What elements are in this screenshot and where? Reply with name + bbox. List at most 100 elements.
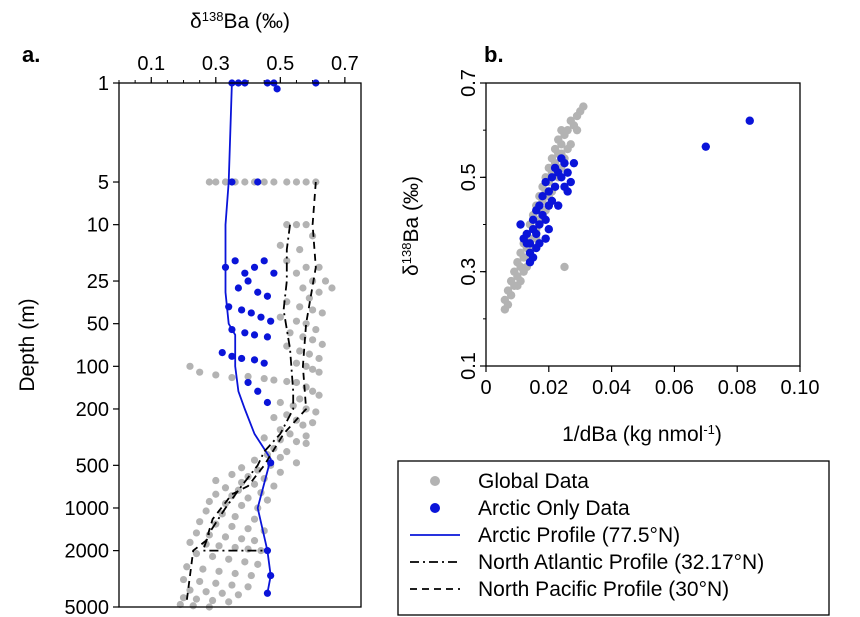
global-data-point (292, 438, 301, 446)
arctic-data-point (254, 288, 262, 296)
arctic-data-point (516, 220, 525, 229)
arctic-data-point (263, 333, 272, 341)
global-data-point (250, 515, 259, 523)
arctic-data-point (231, 257, 239, 265)
global-data-point (283, 257, 291, 265)
global-data-point (196, 518, 204, 526)
y-tick-label: 0.7 (458, 69, 480, 97)
global-data-point (221, 484, 230, 492)
arctic-data-point (234, 284, 242, 292)
global-data-point (292, 178, 301, 186)
global-data-point (506, 291, 516, 300)
x-tick-label: 0 (480, 377, 491, 399)
global-data-point (244, 525, 252, 533)
panel-a-x-ticks: 0.1 0.3 0.5 0.7 (118, 53, 359, 83)
arctic-data-point (547, 196, 557, 206)
global-data-point (192, 595, 201, 603)
global-data-point (315, 368, 323, 376)
global-data-point (238, 478, 246, 487)
global-data-point (244, 583, 252, 591)
global-data-point (292, 317, 301, 325)
global-data-point (186, 538, 194, 547)
y-tick-label: 200 (76, 399, 109, 421)
x-tick-label: 0.06 (655, 377, 694, 399)
global-data-point (292, 378, 301, 387)
global-data-point (302, 320, 310, 328)
arctic-data-point (250, 356, 259, 364)
global-data-point (231, 569, 239, 578)
arctic-data-point (535, 201, 544, 210)
panel-a-x-axis-title: δ138Ba (‰) (190, 9, 290, 33)
global-data-point (283, 221, 291, 229)
global-data-point (312, 408, 320, 416)
global-data-point (189, 602, 197, 610)
global-data-point (238, 501, 246, 510)
global-data-point (179, 594, 188, 602)
panel-b-frame (485, 82, 801, 367)
global-data-point (199, 565, 207, 573)
global-data-point (321, 277, 330, 285)
arctic-data-point (228, 352, 236, 360)
arctic-data-point (547, 173, 557, 182)
global-data-point (318, 309, 326, 317)
arctic-data-point (566, 177, 575, 187)
global-data-point (302, 178, 310, 186)
legend-label: North Atlantic Profile (32.17°N) (478, 551, 764, 574)
legend-box (397, 460, 830, 616)
arctic-data-point (238, 306, 246, 314)
global-data-point (238, 464, 246, 472)
panel-b-marks (500, 102, 754, 314)
arctic-data-point (522, 229, 532, 239)
global-data-point (221, 533, 230, 541)
global-data-point (302, 221, 310, 229)
global-data-point (260, 374, 268, 383)
global-data-point (302, 263, 310, 271)
global-data-point (215, 542, 223, 550)
panel-a-y-ticks: 1 5 10 25 50 100 200 500 1000 2000 5000 (65, 73, 119, 617)
global-data-point (276, 241, 284, 249)
global-data-point (315, 354, 323, 363)
global-data-point (276, 313, 284, 321)
y-tick-label: 5000 (65, 597, 110, 617)
global-data-point (302, 439, 310, 447)
global-data-point (292, 359, 301, 367)
global-data-point (519, 253, 528, 262)
panel-b-label: b. (484, 42, 504, 67)
arctic-data-point (528, 215, 538, 224)
arctic-data-point (263, 292, 272, 300)
global-data-point (228, 470, 236, 479)
global-data-point (519, 267, 528, 276)
y-tick-label: 0.3 (458, 258, 480, 286)
global-data-point (205, 178, 213, 186)
legend-global-marker (430, 476, 440, 486)
arctic-data-point (532, 229, 541, 239)
global-data-point (225, 598, 233, 606)
global-data-point (231, 512, 239, 521)
y-tick-label: 10 (87, 215, 109, 237)
global-data-point (212, 178, 220, 186)
global-data-point (292, 221, 301, 229)
panel-b: b. 1/dBa (kg nmol-1) δ138Ba (‰) 0.10.30.… (399, 42, 819, 446)
y-tick-label: 5 (98, 172, 109, 194)
global-data-point (212, 490, 220, 498)
arctic-data-point (263, 398, 272, 407)
global-data-point (283, 377, 291, 386)
global-data-point (292, 269, 301, 277)
global-data-point (244, 545, 252, 553)
global-data-point (186, 586, 194, 594)
x-tick-label: 0.5 (266, 53, 294, 75)
global-data-point (260, 178, 268, 186)
arctic-data-point (554, 201, 563, 210)
panel-a-label: a. (22, 42, 40, 67)
global-data-point (292, 459, 301, 467)
x-tick-label: 0.3 (202, 53, 230, 75)
x-tick-label: 0.04 (592, 377, 631, 399)
y-tick-label: 1000 (65, 498, 110, 520)
global-data-point (270, 178, 278, 186)
global-data-point (186, 362, 194, 370)
x-tick-label: 0.08 (718, 377, 757, 399)
global-data-point (296, 347, 304, 355)
global-data-point (234, 591, 242, 599)
arctic-data-point (244, 378, 252, 387)
global-data-point (212, 476, 220, 485)
